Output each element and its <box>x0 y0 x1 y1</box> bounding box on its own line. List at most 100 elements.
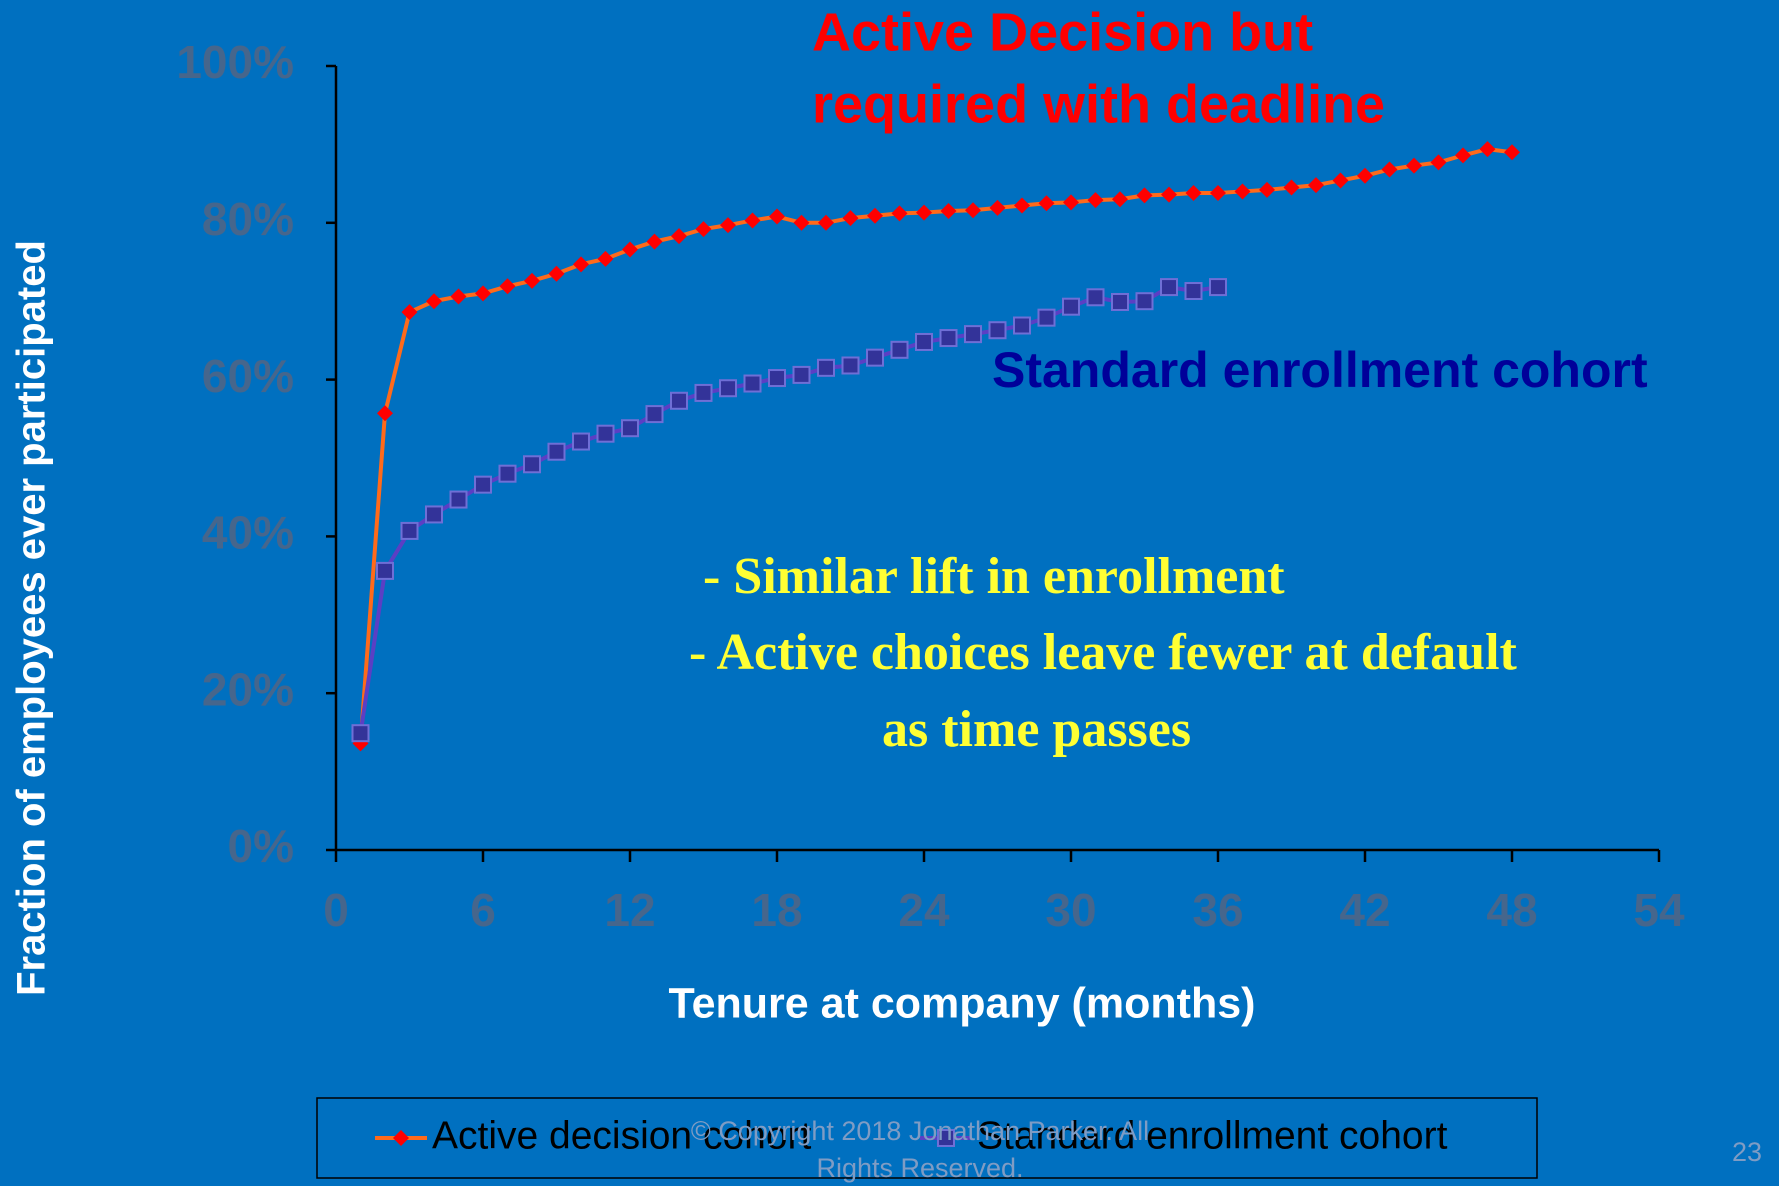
data-point <box>425 505 443 524</box>
data-point <box>695 221 712 238</box>
data-point <box>965 202 981 219</box>
copyright: Rights Reserved. <box>816 1153 1023 1183</box>
annotation: as time passes <box>882 701 1191 758</box>
data-point <box>498 464 517 483</box>
data-point <box>915 332 933 351</box>
data-point <box>743 374 762 393</box>
data-point <box>450 288 467 305</box>
chart-title: required with deadline <box>812 74 1385 134</box>
data-point <box>1013 316 1031 335</box>
data-point <box>1283 179 1300 196</box>
data-point <box>1063 194 1079 211</box>
x-tick-label: 36 <box>1192 884 1243 936</box>
data-point <box>671 228 687 245</box>
data-point <box>1308 177 1324 194</box>
data-point <box>645 405 664 424</box>
data-point <box>1087 192 1104 209</box>
data-point <box>499 278 516 295</box>
x-tick-label: 30 <box>1045 884 1096 936</box>
data-point <box>1161 186 1177 203</box>
y-tick-label: 20% <box>202 663 294 715</box>
data-point <box>621 419 639 438</box>
data-point <box>1357 167 1373 184</box>
y-tick-label: 60% <box>202 350 294 402</box>
data-point <box>351 724 370 743</box>
data-point <box>1014 197 1030 214</box>
data-point <box>867 207 883 224</box>
y-tick-label: 40% <box>202 507 294 559</box>
data-point <box>1479 141 1496 158</box>
data-point <box>1136 187 1153 204</box>
data-point <box>1135 292 1154 311</box>
data-point <box>1406 157 1422 174</box>
data-point <box>841 356 860 375</box>
data-point <box>1112 191 1128 208</box>
data-point <box>1062 297 1080 316</box>
y-tick-label: 100% <box>176 36 294 88</box>
copyright: © Copyright 2018 Jonathan Parker. All <box>691 1116 1149 1146</box>
legend-marker <box>937 1129 955 1147</box>
data-point <box>474 475 492 494</box>
legend-label: Standard enrollment cohort <box>977 1114 1448 1157</box>
x-tick-label: 24 <box>898 884 950 936</box>
data-point <box>1185 185 1202 202</box>
data-point <box>1381 161 1398 178</box>
data-point <box>377 405 393 422</box>
data-point <box>1504 144 1520 161</box>
x-axis-title: Tenure at company (months) <box>669 979 1256 1027</box>
data-point <box>768 369 786 388</box>
data-point <box>989 199 1006 216</box>
x-tick-label: 6 <box>470 884 496 936</box>
data-point <box>916 204 932 221</box>
data-point <box>475 285 491 302</box>
data-point <box>1455 147 1471 164</box>
chart-title: Active Decision but <box>812 2 1313 62</box>
annotation: - Active choices leave fewer at default <box>689 624 1518 681</box>
annotation: Standard enrollment cohort <box>992 342 1648 398</box>
data-point <box>1430 154 1447 171</box>
data-point <box>572 432 590 451</box>
legend-box <box>316 1097 1538 1179</box>
data-point <box>694 383 713 402</box>
data-point <box>622 241 638 258</box>
data-point <box>1160 278 1178 297</box>
x-tick-label: 12 <box>604 884 655 936</box>
data-point <box>1184 282 1203 301</box>
data-point <box>940 203 957 220</box>
data-point <box>646 233 663 250</box>
data-point <box>670 391 688 410</box>
data-point <box>400 521 419 540</box>
data-point <box>1234 183 1251 200</box>
data-point <box>449 490 468 509</box>
data-point <box>524 272 540 289</box>
data-point <box>573 256 589 273</box>
data-point <box>596 424 615 443</box>
page-number: 23 <box>1732 1137 1762 1167</box>
data-point <box>376 561 394 580</box>
data-point <box>988 321 1007 340</box>
data-point <box>1259 181 1275 198</box>
data-point <box>401 304 418 321</box>
data-point <box>891 205 908 222</box>
data-point <box>1332 172 1349 189</box>
data-point <box>842 210 859 227</box>
data-point <box>548 265 565 282</box>
x-tick-label: 18 <box>751 884 802 936</box>
x-tick-label: 42 <box>1339 884 1390 936</box>
data-point <box>720 217 736 234</box>
data-point <box>1037 308 1056 327</box>
y-axis-title: Fraction of employees ever participated <box>10 240 54 996</box>
y-tick-label: 0% <box>228 820 294 872</box>
x-tick-label: 54 <box>1633 884 1685 936</box>
data-point <box>1209 278 1227 297</box>
data-point <box>793 214 810 231</box>
data-point <box>523 455 541 474</box>
data-point <box>818 214 834 231</box>
data-point <box>1210 185 1226 202</box>
data-point <box>1038 195 1055 212</box>
data-point <box>890 340 909 359</box>
data-point <box>964 325 982 344</box>
annotation: - Similar lift in enrollment <box>703 548 1285 605</box>
